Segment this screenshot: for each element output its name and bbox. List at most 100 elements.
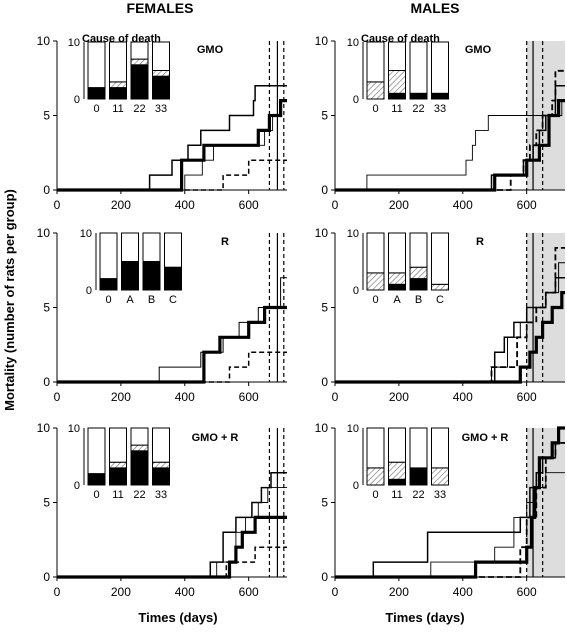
bar-segment-white bbox=[431, 41, 449, 94]
bar-segment-black bbox=[142, 261, 161, 291]
y-tick-label: 0 bbox=[43, 375, 50, 389]
panel-f-gmor: 0 5 10 0 200 400 600 GMO + R 0 10 0 11 22 33 bbox=[37, 421, 287, 599]
bar-segment-white bbox=[87, 427, 106, 475]
group-label: GMO bbox=[465, 44, 492, 56]
group-label: GMO + R bbox=[192, 432, 239, 444]
series-line-4 bbox=[57, 546, 287, 578]
inset-category-label: 22 bbox=[133, 103, 145, 115]
column-title-males: MALES bbox=[411, 0, 460, 16]
x-tick-label: 400 bbox=[453, 390, 473, 404]
y-tick-label: 10 bbox=[315, 421, 329, 435]
inset-category-label: 11 bbox=[391, 489, 402, 501]
inset-y-tick-label: 10 bbox=[347, 228, 359, 240]
inset-category-label: 33 bbox=[155, 103, 167, 115]
series-line-3 bbox=[57, 99, 287, 192]
x-axis-label-females: Times (days) bbox=[138, 610, 217, 625]
bar-segment-white bbox=[130, 41, 149, 60]
x-tick-label: 0 bbox=[54, 198, 61, 212]
inset-category-label: 0 bbox=[93, 103, 99, 115]
bar-segment-black bbox=[130, 450, 149, 486]
bar-segment-black bbox=[388, 92, 406, 100]
x-tick-label: 600 bbox=[239, 585, 259, 599]
x-tick-label: 0 bbox=[332, 198, 339, 212]
bar-segment-hatched bbox=[388, 70, 406, 94]
column-title-females: FEMALES bbox=[127, 0, 194, 16]
x-tick-label: 600 bbox=[517, 585, 537, 599]
inset-y-tick-label: 10 bbox=[80, 228, 92, 240]
inset-category-label: 0 bbox=[372, 103, 378, 115]
group-label: R bbox=[221, 236, 229, 248]
y-tick-label: 0 bbox=[321, 570, 328, 584]
bar-segment-white bbox=[99, 232, 118, 280]
bar-segment-hatched bbox=[130, 58, 149, 66]
series-line-2 bbox=[57, 471, 287, 578]
bar-segment-white bbox=[366, 232, 385, 274]
panel-f-r: 0 5 10 0 200 400 600 R 0 10 0 A B C bbox=[37, 226, 287, 404]
bar-segment-black bbox=[388, 283, 406, 291]
bar-segment-hatched bbox=[366, 467, 385, 486]
inset-y-tick-label: 10 bbox=[68, 37, 80, 49]
x-tick-label: 400 bbox=[175, 585, 195, 599]
inset-y-tick-label: 10 bbox=[347, 423, 359, 435]
x-tick-label: 600 bbox=[517, 390, 537, 404]
series-line-3 bbox=[57, 351, 287, 383]
x-tick-label: 0 bbox=[332, 390, 339, 404]
panel-f-gmo: 0 5 10 0 200 400 600 GMO 0 10 0 11 22 33 Cause of deat… bbox=[37, 33, 287, 212]
x-tick-label: 600 bbox=[239, 390, 259, 404]
group-label: GMO bbox=[197, 44, 224, 56]
bar-segment-hatched bbox=[431, 467, 449, 486]
y-tick-label: 0 bbox=[43, 183, 50, 197]
bar-segment-white bbox=[164, 232, 182, 268]
inset-category-label: 11 bbox=[112, 103, 123, 115]
y-tick-label: 0 bbox=[321, 183, 328, 197]
series-line-4 bbox=[335, 69, 565, 191]
bar-segment-hatched bbox=[366, 272, 385, 291]
inset-category-label: A bbox=[126, 294, 134, 306]
x-tick-label: 600 bbox=[239, 198, 259, 212]
bar-segment-hatched bbox=[109, 461, 127, 469]
bar-segment-white bbox=[431, 232, 449, 285]
x-tick-label: 200 bbox=[111, 390, 131, 404]
y-tick-label: 10 bbox=[315, 226, 329, 240]
series-line-1 bbox=[57, 84, 287, 191]
bar-segment-black bbox=[87, 473, 106, 486]
series-line-3 bbox=[57, 515, 287, 579]
bar-segment-white bbox=[152, 427, 170, 463]
series-line-1 bbox=[57, 487, 287, 578]
y-tick-label: 5 bbox=[43, 109, 50, 123]
inset-category-label: B bbox=[148, 294, 155, 306]
x-tick-label: 0 bbox=[332, 585, 339, 599]
inset-category-label: 33 bbox=[434, 103, 446, 115]
y-tick-label: 10 bbox=[37, 421, 51, 435]
bar-segment-white bbox=[121, 232, 139, 262]
inset-y-tick-label: 0 bbox=[74, 480, 80, 492]
panel-m-gmor: 0 5 10 0 200 400 600 GMO + R 0 10 0 11 22 33 bbox=[315, 421, 565, 599]
bar-segment-black bbox=[121, 261, 139, 291]
inset-category-label: C bbox=[436, 294, 444, 306]
series-line-4 bbox=[335, 442, 565, 578]
inset-category-label: 0 bbox=[93, 489, 99, 501]
y-axis-label: Mortality (number of rats per group) bbox=[2, 189, 17, 411]
y-tick-label: 10 bbox=[37, 34, 51, 48]
y-tick-label: 0 bbox=[43, 570, 50, 584]
bar-segment-black bbox=[152, 75, 170, 100]
bar-segment-white bbox=[409, 427, 428, 469]
bar-segment-black bbox=[409, 278, 428, 291]
cause-of-death-inset: 0 10 0 A B C bbox=[347, 228, 449, 306]
y-tick-label: 5 bbox=[321, 301, 328, 315]
series-line-4 bbox=[335, 247, 565, 383]
bar-segment-hatched bbox=[388, 272, 406, 285]
x-tick-label: 200 bbox=[389, 198, 409, 212]
series-line-4 bbox=[57, 159, 287, 191]
bar-segment-white bbox=[431, 427, 449, 469]
bar-segment-black bbox=[431, 92, 449, 100]
bar-segment-black bbox=[109, 87, 127, 100]
bar-segment-hatched bbox=[431, 283, 449, 291]
group-label: R bbox=[476, 236, 484, 248]
bar-segment-white bbox=[388, 427, 406, 463]
bar-segment-white bbox=[87, 41, 106, 89]
bar-segment-white bbox=[388, 232, 406, 274]
inset-category-label: 22 bbox=[412, 103, 424, 115]
